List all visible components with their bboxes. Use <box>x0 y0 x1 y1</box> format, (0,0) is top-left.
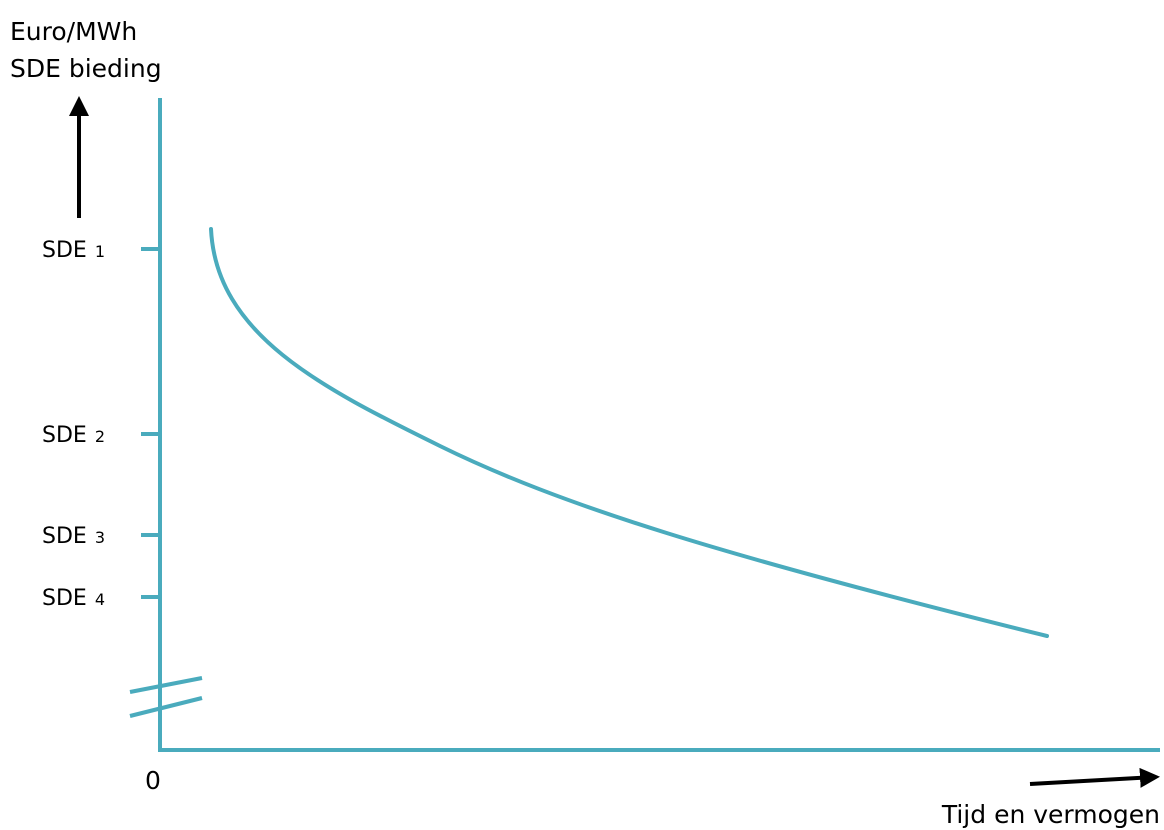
y-tick-label-1: SDE 1 <box>42 238 105 263</box>
x-direction-arrow-icon <box>1029 767 1160 788</box>
y-tick-label-2: SDE 2 <box>42 423 105 448</box>
series-line <box>209 227 1049 638</box>
x-axis-title: Tijd en vermogen <box>941 800 1160 829</box>
origin-label: 0 <box>145 766 161 795</box>
y-tick-label-3: SDE 3 <box>42 524 105 549</box>
y-axis-title-line-2: SDE bieding <box>10 54 162 83</box>
y-tick-label-4: SDE 4 <box>42 586 105 611</box>
y-axis-title-line-1: Euro/MWh <box>10 17 137 46</box>
axis-break-mark-upper <box>129 676 203 694</box>
axis-break-mark-lower <box>129 696 203 718</box>
